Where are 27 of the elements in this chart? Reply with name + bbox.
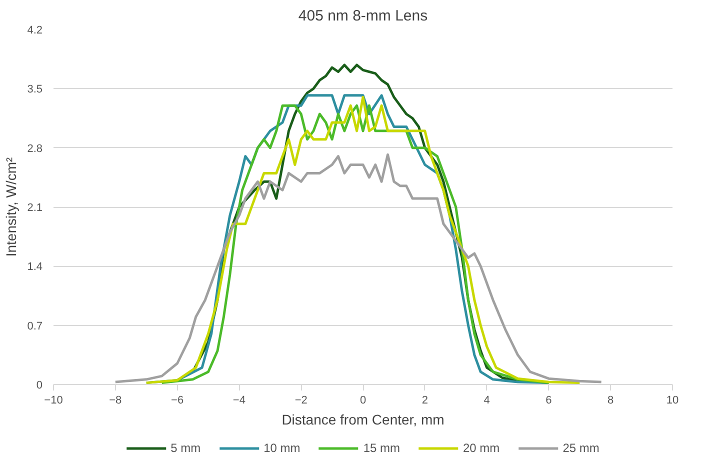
- y-tick-label: 3.5: [27, 84, 43, 96]
- x-tick-label: 4: [484, 394, 490, 406]
- x-tick-label: −8: [109, 394, 122, 406]
- y-tick-label: 2.8: [27, 142, 43, 155]
- y-tick-label: 1.4: [27, 261, 43, 274]
- y-tick-label: 4.2: [27, 24, 43, 36]
- y-tick-label: 2.1: [27, 202, 43, 214]
- y-tick-label: 0: [36, 380, 43, 392]
- legend-label: 5 mm: [170, 441, 201, 455]
- line-series: [114, 153, 603, 384]
- x-tick-label: 0: [360, 394, 366, 406]
- x-tick-label: −4: [232, 394, 246, 406]
- y-tick-label: 0.7: [27, 320, 43, 332]
- x-tick-label: 8: [608, 394, 614, 406]
- legend-label: 15 mm: [363, 441, 400, 455]
- x-tick-label: 6: [546, 394, 552, 406]
- y-axis-title: Intensity, W/cm²: [3, 157, 20, 257]
- legend-label: 25 mm: [562, 441, 600, 455]
- x-tick-label: 2: [422, 394, 428, 406]
- x-tick-label: −10: [44, 394, 63, 406]
- legend-label: 20 mm: [463, 441, 500, 455]
- x-tick-label: −6: [171, 394, 184, 406]
- legend-label: 10 mm: [264, 441, 300, 455]
- chart-title: 405 nm 8-mm Lens: [298, 8, 428, 24]
- x-tick-label: 10: [666, 394, 679, 406]
- x-axis-title: Distance from Center, mm: [282, 412, 444, 428]
- x-tick-label: −2: [294, 394, 308, 406]
